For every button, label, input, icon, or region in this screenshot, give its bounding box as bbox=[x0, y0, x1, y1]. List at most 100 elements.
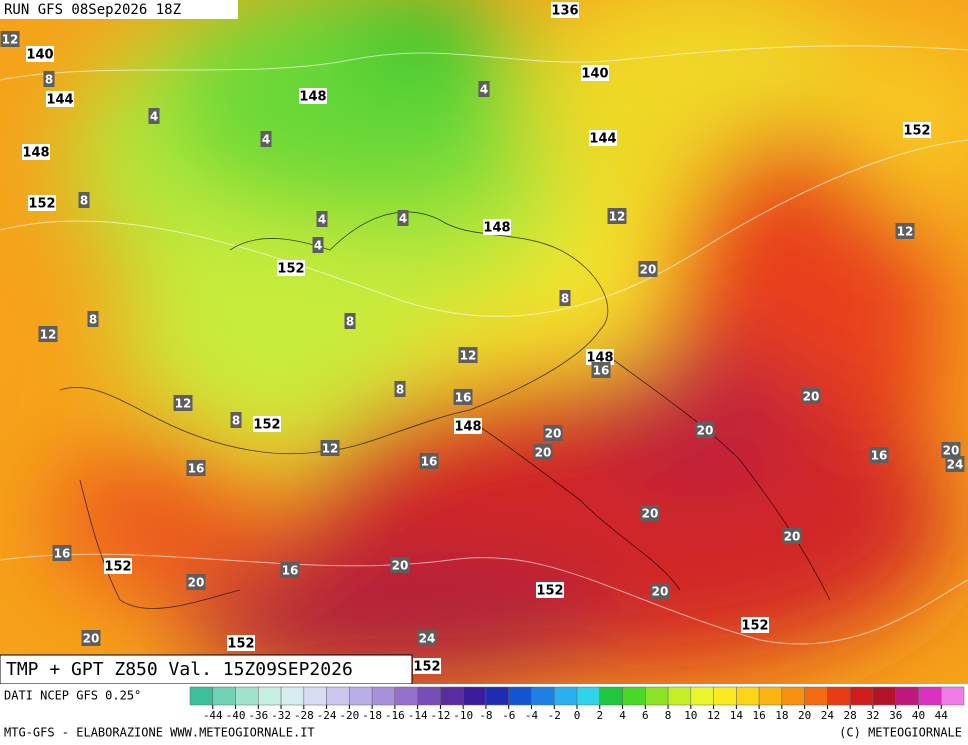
colorbar-tick-label: -44 bbox=[203, 709, 223, 722]
colorbar-cell bbox=[326, 686, 350, 706]
tmp-label-box bbox=[453, 389, 473, 405]
tmp-label-box bbox=[397, 210, 409, 226]
tmp-label-box bbox=[419, 453, 439, 469]
colorbar-tick-label: 32 bbox=[866, 709, 879, 722]
gpt-label-box bbox=[589, 130, 617, 146]
colorbar-cell bbox=[189, 686, 214, 706]
colorbar-tick-label: -16 bbox=[385, 709, 405, 722]
gpt-label: 148 bbox=[22, 146, 49, 161]
tmp-label-box bbox=[559, 290, 571, 306]
colorbar-cell bbox=[758, 686, 783, 706]
tmp-label: 16 bbox=[188, 462, 205, 476]
colorbar-tick-label: 20 bbox=[798, 709, 811, 722]
colorbar-tick-label: 40 bbox=[912, 709, 925, 722]
tmp-label-box bbox=[458, 347, 478, 363]
tmp-label-box bbox=[280, 562, 300, 578]
colorbar-cell bbox=[371, 686, 396, 706]
colorbar: -44 -40 -36 -32 -28 -24 -20 -18 -16 -14 -12 -10 -8 -6… bbox=[189, 686, 965, 722]
gpt-label: 140 bbox=[581, 67, 608, 82]
gpt-label-box bbox=[22, 144, 50, 160]
tmp-label-box bbox=[394, 381, 406, 397]
colorbar-cell bbox=[918, 686, 942, 706]
tmp-label: 12 bbox=[897, 225, 914, 239]
tmp-label: 20 bbox=[803, 390, 820, 404]
colorbar-tick-label: 24 bbox=[821, 709, 835, 722]
colorbar-tick-label: 10 bbox=[684, 709, 697, 722]
gpt-label-box bbox=[299, 88, 327, 104]
gpt-label: 152 bbox=[104, 560, 131, 575]
tmp-label: 12 bbox=[175, 397, 192, 411]
colorbar-cell bbox=[235, 686, 259, 706]
tmp-label-box bbox=[417, 630, 437, 646]
tmp-label-box bbox=[173, 395, 193, 411]
colorbar-cell bbox=[872, 686, 896, 706]
gpt-label-box bbox=[536, 582, 564, 598]
tmp-label: 20 bbox=[545, 427, 562, 441]
colorbar-cell bbox=[827, 686, 851, 706]
tmp-label-box bbox=[81, 630, 101, 646]
colorbar-tick-label: -2 bbox=[548, 709, 561, 722]
gpt-label: 152 bbox=[277, 262, 304, 277]
gpt-label-box bbox=[586, 349, 614, 365]
tmp-label-box bbox=[801, 388, 821, 404]
tmp-label: 12 bbox=[40, 328, 57, 342]
tmp-label-box bbox=[941, 442, 961, 458]
gpt-label-box bbox=[551, 2, 579, 18]
tmp-label-box bbox=[344, 313, 356, 329]
colorbar-tick-label: -18 bbox=[362, 709, 382, 722]
gpt-label: 152 bbox=[227, 637, 254, 652]
tmp-label: 20 bbox=[188, 576, 205, 590]
colorbar-cell bbox=[804, 686, 828, 706]
colorbar-cell bbox=[462, 686, 487, 706]
gpt-label-box bbox=[253, 416, 281, 432]
gpt-label-box bbox=[26, 46, 54, 62]
colorbar-cell bbox=[280, 686, 305, 706]
tmp-label-box bbox=[533, 444, 553, 460]
tmp-label-box bbox=[945, 456, 965, 472]
colorbar-cell bbox=[622, 686, 646, 706]
tmp-label: 24 bbox=[419, 632, 436, 646]
colorbar-tick-label: 14 bbox=[730, 709, 744, 722]
tmp-label: 20 bbox=[642, 507, 659, 521]
run-box bbox=[0, 0, 238, 19]
colorbar-tick-label: 28 bbox=[844, 709, 857, 722]
tmp-label: 4 bbox=[262, 133, 270, 147]
tmp-label: 12 bbox=[322, 442, 339, 456]
tmp-label: 16 bbox=[421, 455, 438, 469]
gpt-label: 148 bbox=[483, 221, 510, 236]
gpt-label: 148 bbox=[454, 420, 481, 435]
tmp-label: 8 bbox=[396, 383, 404, 397]
run-label: RUN GFS 08Sep2026 18Z bbox=[4, 2, 181, 18]
tmp-label-box bbox=[186, 574, 206, 590]
colorbar-tick-label: 12 bbox=[707, 709, 720, 722]
tmp-label-box bbox=[640, 505, 660, 521]
source-label: DATI NCEP GFS 0.25° bbox=[4, 689, 141, 703]
colorbar-cell bbox=[531, 686, 555, 706]
tmp-label: 24 bbox=[947, 458, 964, 472]
colorbar-tick-label: 6 bbox=[642, 709, 649, 722]
tmp-label-box bbox=[0, 31, 20, 47]
tmp-label: 20 bbox=[535, 446, 552, 460]
tmp-label: 8 bbox=[232, 414, 240, 428]
footer-left: MTG-GFS - ELABORAZIONE WWW.METEOGIORNALE… bbox=[4, 726, 315, 740]
colorbar-cell bbox=[303, 686, 327, 706]
gpt-label-box bbox=[28, 195, 56, 211]
tmp-label: 4 bbox=[150, 110, 158, 124]
colorbar-cell bbox=[849, 686, 874, 706]
colorbar-tick-label: 0 bbox=[574, 709, 581, 722]
tmp-label: 8 bbox=[45, 73, 53, 87]
tmp-label: 12 bbox=[609, 210, 626, 224]
colorbar-tick-label: -36 bbox=[248, 709, 268, 722]
tmp-label-box bbox=[52, 545, 72, 561]
colorbar-cell bbox=[690, 686, 714, 706]
colorbar-cell bbox=[394, 686, 418, 706]
colorbar-cell bbox=[599, 686, 623, 706]
map-title: TMP + GPT Z850 Val. 15Z09SEP2026 bbox=[6, 659, 353, 680]
gpt-label-box bbox=[581, 65, 609, 81]
gpt-label-box bbox=[483, 219, 511, 235]
colorbar-cell bbox=[485, 686, 509, 706]
colorbar-tick-label: -14 bbox=[408, 709, 428, 722]
tmp-label: 4 bbox=[480, 83, 488, 97]
colorbar-tick-label: 4 bbox=[619, 709, 626, 722]
